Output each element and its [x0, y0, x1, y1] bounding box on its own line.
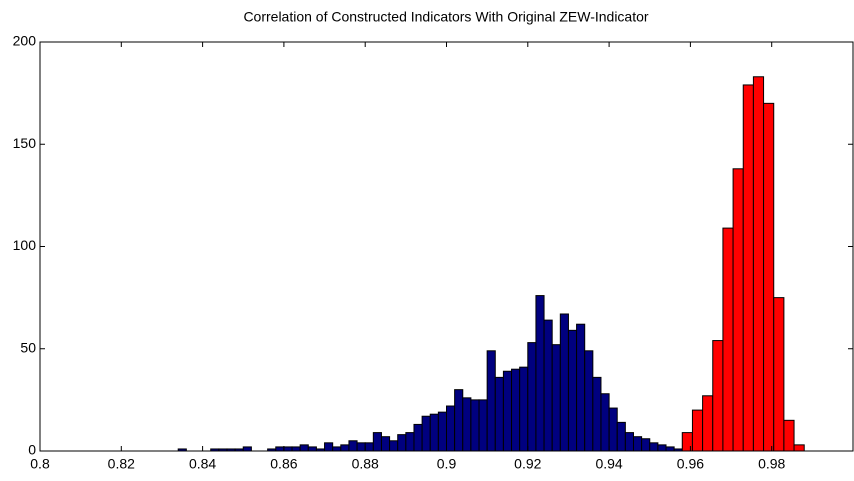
bar	[348, 440, 358, 452]
y-tick-label: 100	[13, 237, 37, 253]
bar	[527, 342, 537, 452]
x-tick-label: 0.98	[758, 456, 785, 472]
bar	[763, 102, 775, 452]
bar	[356, 442, 366, 452]
bar	[691, 409, 704, 452]
x-tick-label: 0.94	[595, 456, 622, 472]
bar	[502, 370, 513, 452]
bar	[437, 411, 447, 452]
bar	[446, 405, 456, 452]
x-tick-label: 0.86	[270, 456, 297, 472]
bar	[307, 446, 317, 452]
bar	[283, 446, 293, 452]
y-tick-label: 200	[13, 33, 37, 49]
bar	[665, 446, 675, 452]
bar	[494, 376, 504, 452]
bar	[624, 432, 634, 452]
bar	[397, 434, 407, 452]
bar	[783, 419, 795, 452]
bar	[732, 168, 744, 452]
bar	[413, 423, 423, 452]
y-tick-label: 50	[20, 339, 36, 355]
bar	[584, 350, 594, 452]
bar	[702, 395, 714, 452]
bar	[299, 444, 309, 452]
x-tick-label: 0.92	[514, 456, 541, 472]
bar	[405, 432, 415, 452]
bar	[478, 399, 488, 452]
x-tick-label: 0.84	[189, 456, 216, 472]
bar	[519, 366, 529, 452]
bar	[486, 350, 496, 452]
bar	[372, 432, 382, 452]
x-tick-label: 0.96	[677, 456, 704, 472]
bar	[291, 446, 301, 452]
bar	[576, 323, 586, 452]
bar	[559, 313, 569, 452]
bar	[567, 329, 578, 452]
bar	[742, 84, 754, 452]
bar	[616, 421, 626, 452]
y-tick-label: 0	[28, 442, 36, 458]
bar	[657, 444, 667, 452]
bar	[324, 442, 334, 452]
bar	[722, 227, 734, 452]
x-tick-label: 0.82	[108, 456, 135, 472]
x-tick-label: 0.8	[30, 456, 50, 472]
bar	[462, 397, 472, 452]
bar	[511, 368, 521, 452]
bar	[773, 297, 785, 452]
bar	[470, 399, 480, 452]
bar	[632, 436, 643, 452]
bar	[600, 393, 610, 452]
x-tick-label: 0.9	[437, 456, 457, 472]
chart-title: Correlation of Constructed Indicators Wi…	[243, 9, 648, 25]
y-tick-label: 150	[13, 135, 37, 151]
bar	[592, 376, 602, 452]
bar	[712, 340, 724, 452]
bar	[340, 444, 350, 452]
bar	[649, 442, 659, 452]
bar	[389, 440, 399, 452]
bar	[454, 389, 464, 452]
bar	[551, 344, 561, 452]
bar	[242, 446, 252, 452]
x-tick-label: 0.88	[352, 456, 379, 472]
bar	[429, 413, 439, 452]
bar	[793, 444, 805, 452]
bar	[380, 436, 391, 452]
bar	[641, 438, 651, 452]
bar	[332, 446, 342, 452]
bar	[681, 432, 693, 452]
bar	[608, 407, 618, 452]
bar	[752, 76, 765, 452]
bar	[535, 295, 545, 452]
bar	[543, 319, 553, 452]
bar	[275, 446, 285, 452]
bar	[364, 442, 374, 452]
bar	[421, 415, 431, 452]
